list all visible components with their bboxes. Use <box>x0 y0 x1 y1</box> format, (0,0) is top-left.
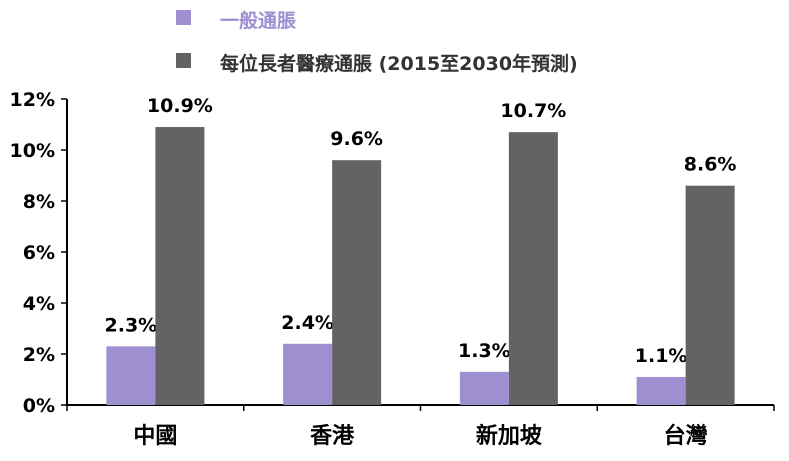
data-label: 1.3% <box>458 340 511 362</box>
bar-series-1 <box>106 346 156 405</box>
y-tick-label: 0% <box>23 395 55 417</box>
bar-series-2 <box>332 160 382 405</box>
x-tick-label: 香港 <box>310 424 355 449</box>
x-tick-label: 新加坡 <box>476 423 542 449</box>
data-label: 2.3% <box>105 314 158 336</box>
y-tick-label: 4% <box>23 293 55 315</box>
y-tick-label: 12% <box>10 89 55 111</box>
y-tick-label: 10% <box>10 140 55 162</box>
data-label: 9.6% <box>330 128 383 150</box>
bar-series-1 <box>283 343 333 405</box>
legend-label-medical-inflation: 每位長者醫療通脹 (2015至2030年預測) <box>220 53 578 75</box>
data-label: 8.6% <box>684 154 737 176</box>
y-tick-label: 6% <box>23 242 55 264</box>
data-label: 10.7% <box>500 100 566 122</box>
y-tick-label: 8% <box>23 191 55 213</box>
bar-series-2 <box>508 132 558 405</box>
y-tick-label: 2% <box>23 344 55 366</box>
x-tick-label: 中國 <box>133 424 177 449</box>
data-label: 10.9% <box>147 95 213 117</box>
bar-series-2 <box>155 127 205 406</box>
x-tick-label: 台灣 <box>664 423 708 449</box>
legend-swatch-medical-inflation <box>176 53 191 68</box>
data-label: 1.1% <box>635 345 688 367</box>
legend-swatch-general-inflation <box>176 10 191 25</box>
bar-series-1 <box>636 376 686 405</box>
bar-series-1 <box>459 371 509 405</box>
bar-series-2 <box>685 185 735 405</box>
legend-label-general-inflation: 一般通脹 <box>220 10 297 32</box>
data-label: 2.4% <box>281 312 334 334</box>
